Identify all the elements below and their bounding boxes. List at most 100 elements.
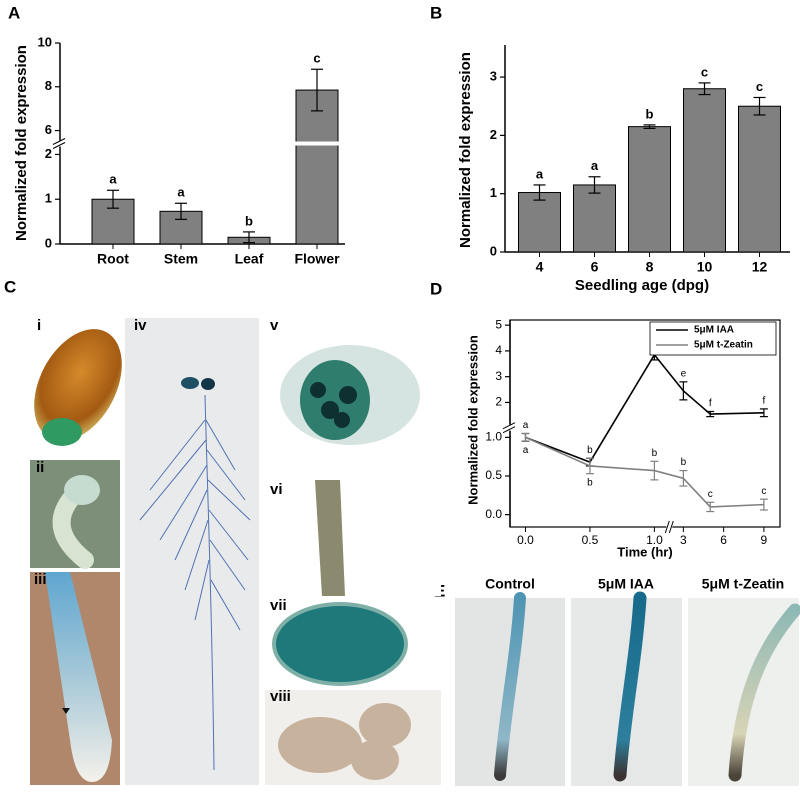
y-tick-label: 8 — [45, 78, 52, 93]
flower-bud — [300, 360, 370, 440]
image-panel-e: Control 5μM IAA 5μM t-Zeatin — [455, 576, 800, 786]
annotation: b — [652, 448, 658, 459]
panel-label: D — [430, 279, 442, 298]
arrowhead — [62, 708, 70, 714]
annotation: b — [646, 106, 654, 121]
x-axis-label: Time (hr) — [617, 544, 672, 559]
bar — [518, 192, 561, 253]
y-tick-label: 3 — [490, 69, 497, 84]
y-tick-label: 1 — [45, 191, 52, 206]
axis-break-mark — [52, 138, 66, 145]
bar — [573, 184, 616, 253]
x-tick-label: 0.0 — [517, 533, 534, 547]
y-axis-label: Normalized fold expression — [13, 45, 30, 241]
x-tick-label: 3 — [680, 533, 687, 547]
series-line — [525, 436, 764, 508]
y-tick-label: 1 — [490, 185, 497, 200]
x-tick-label: 9 — [761, 533, 768, 547]
annotation: f — [709, 398, 712, 409]
y-tick-label: 1.0 — [485, 430, 502, 444]
image-label: 5μM IAA — [598, 576, 654, 592]
x-tick-label: Flower — [294, 251, 340, 267]
bar — [628, 126, 671, 253]
root-system — [139, 394, 251, 771]
x-tick-label: Stem — [164, 251, 198, 267]
series-line — [525, 353, 764, 464]
ovule — [274, 604, 406, 684]
x-tick-label: 10 — [697, 259, 713, 275]
cotyledon — [64, 475, 100, 505]
silique — [315, 480, 345, 596]
y-tick-label: 2 — [490, 127, 497, 142]
annotation: b — [587, 445, 593, 456]
leaf — [181, 377, 199, 389]
annotation: a — [523, 445, 529, 456]
image-label: ii — [36, 459, 44, 476]
image-label: Control — [485, 576, 535, 592]
root — [728, 603, 800, 782]
y-tick-label: 4 — [495, 343, 502, 357]
axis-break-mark — [52, 142, 66, 149]
seedling — [52, 491, 94, 569]
legend-label: 5μM t-Zeatin — [694, 340, 753, 351]
annotation: a — [109, 172, 117, 187]
legend-label: 5μM IAA — [694, 325, 734, 336]
photo-seedling-whole — [125, 318, 259, 785]
annotation: e — [681, 368, 687, 379]
bar — [738, 105, 781, 253]
root-tip — [45, 572, 112, 782]
seed-stain — [42, 418, 82, 446]
x-tick-label: 6 — [591, 259, 599, 275]
annotation: f — [763, 396, 766, 407]
seed — [34, 329, 122, 441]
image-panel-c: i ii iii iv v vi vii viii — [30, 317, 441, 785]
bar — [683, 88, 726, 253]
annotation: a — [591, 158, 599, 173]
y-tick-label: 2 — [45, 146, 52, 161]
annotation: c — [708, 489, 713, 500]
annotation: c — [761, 486, 766, 497]
y-tick-label: 3 — [495, 369, 502, 383]
x-tick-label: 4 — [536, 259, 544, 275]
y-tick-label: 0 — [45, 235, 52, 250]
x-tick-label: 12 — [752, 259, 768, 275]
bar-break — [295, 141, 339, 146]
panel-label: B — [430, 3, 442, 22]
axis-break-mark — [664, 520, 670, 534]
annotation: b — [587, 477, 593, 488]
image-label: 5μM t-Zeatin — [702, 576, 784, 592]
axis-break — [666, 521, 673, 533]
leaf — [201, 378, 215, 390]
annotation: c — [313, 51, 320, 66]
bar — [295, 89, 339, 245]
annotation: a — [177, 185, 185, 200]
panel-label: C — [4, 277, 16, 296]
root — [613, 591, 647, 782]
axis-break-mark — [668, 520, 674, 534]
x-tick-label: 1.0 — [646, 533, 663, 547]
image-label: vii — [270, 597, 287, 614]
y-tick-label: 0.0 — [485, 507, 502, 521]
annotation: a — [536, 166, 544, 181]
embryo — [278, 717, 362, 773]
annotation: a — [523, 420, 529, 431]
panel-label: A — [8, 3, 20, 22]
y-tick-label: 0.5 — [485, 468, 502, 482]
photo-silique — [265, 478, 441, 596]
root — [494, 592, 526, 781]
y-axis-label: Normalized fold expression — [465, 335, 480, 505]
axis-break — [54, 140, 66, 147]
annotation: b — [681, 457, 687, 468]
image-label: viii — [270, 688, 291, 705]
image-label: v — [270, 317, 279, 334]
y-tick-label: 2 — [495, 395, 502, 409]
image-label: iii — [34, 571, 47, 588]
annotation: c — [756, 79, 763, 94]
x-tick-label: Leaf — [235, 251, 264, 267]
x-tick-label: 6 — [720, 533, 727, 547]
axis-break-mark — [502, 426, 516, 434]
x-tick-label: 0.5 — [582, 533, 599, 547]
legend-box — [649, 321, 777, 356]
image-label: i — [37, 317, 41, 334]
annotation: b — [245, 213, 253, 228]
